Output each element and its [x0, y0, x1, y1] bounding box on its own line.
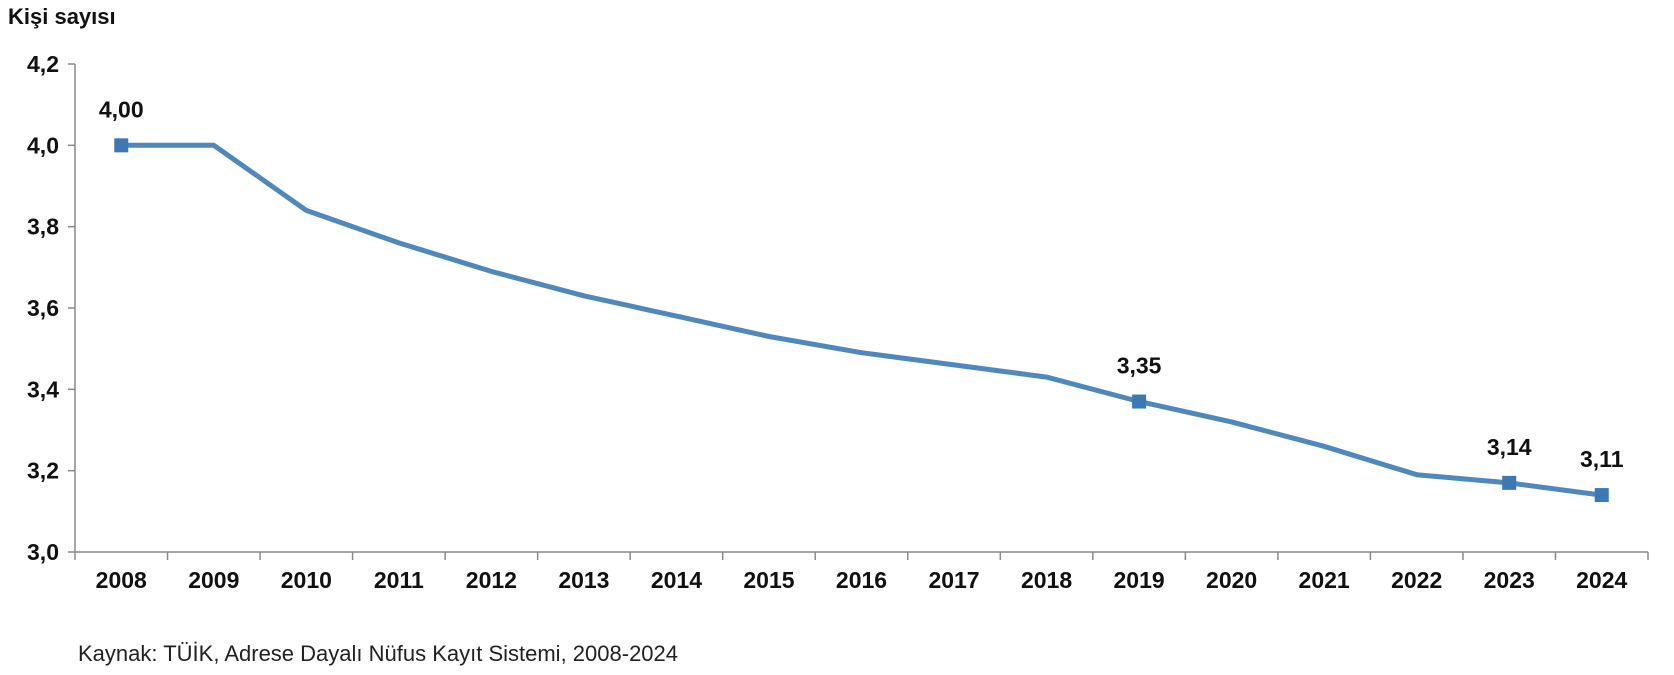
x-tick-label: 2016	[836, 567, 887, 593]
x-tick-label: 2014	[651, 567, 702, 593]
x-tick-label: 2024	[1576, 567, 1627, 593]
y-tick-label: 3,2	[27, 458, 59, 484]
x-tick-label: 2019	[1114, 567, 1165, 593]
x-tick-label: 2023	[1484, 567, 1535, 593]
y-tick-label: 3,8	[27, 214, 59, 240]
series-layer	[114, 138, 1609, 503]
y-tick-label: 3,6	[27, 295, 59, 321]
y-tick-label: 3,4	[27, 376, 59, 402]
data-point-marker	[1132, 394, 1147, 409]
x-tick-label: 2015	[743, 567, 794, 593]
x-tick-label: 2009	[188, 567, 239, 593]
source-note: Kaynak: TÜİK, Adrese Dayalı Nüfus Kayıt …	[78, 641, 678, 666]
x-tick-label: 2017	[928, 567, 979, 593]
x-tick-label: 2010	[281, 567, 332, 593]
x-tick-label: 2012	[466, 567, 517, 593]
data-label: 3,14	[1487, 434, 1532, 460]
y-tick-label: 3,0	[27, 539, 59, 565]
data-point-marker	[114, 138, 129, 153]
y-axis-title: Kişi sayısı	[8, 4, 116, 29]
data-label: 3,35	[1117, 353, 1162, 379]
x-tick-label: 2018	[1021, 567, 1072, 593]
x-tick-label: 2021	[1299, 567, 1350, 593]
x-tick-label: 2011	[374, 567, 424, 593]
x-tick-label: 2020	[1206, 567, 1257, 593]
series-line	[118, 142, 1605, 498]
y-tick-label: 4,0	[27, 132, 59, 158]
y-tick-label: 4,2	[27, 51, 59, 77]
data-label: 4,00	[99, 96, 144, 122]
data-point-marker	[1502, 475, 1517, 490]
data-point-marker	[1594, 488, 1609, 503]
axes: 3,0 3,2 3,4 3,6 3,8 4,0 4,2 2008 2009 2010 2011 201…	[27, 51, 1649, 593]
data-label: 3,11	[1580, 446, 1624, 472]
x-tick-label: 2013	[558, 567, 609, 593]
x-tick-label: 2008	[96, 567, 147, 593]
x-tick-label: 2022	[1391, 567, 1442, 593]
data-labels: 4,00 3,35 3,14 3,11	[99, 96, 1624, 472]
